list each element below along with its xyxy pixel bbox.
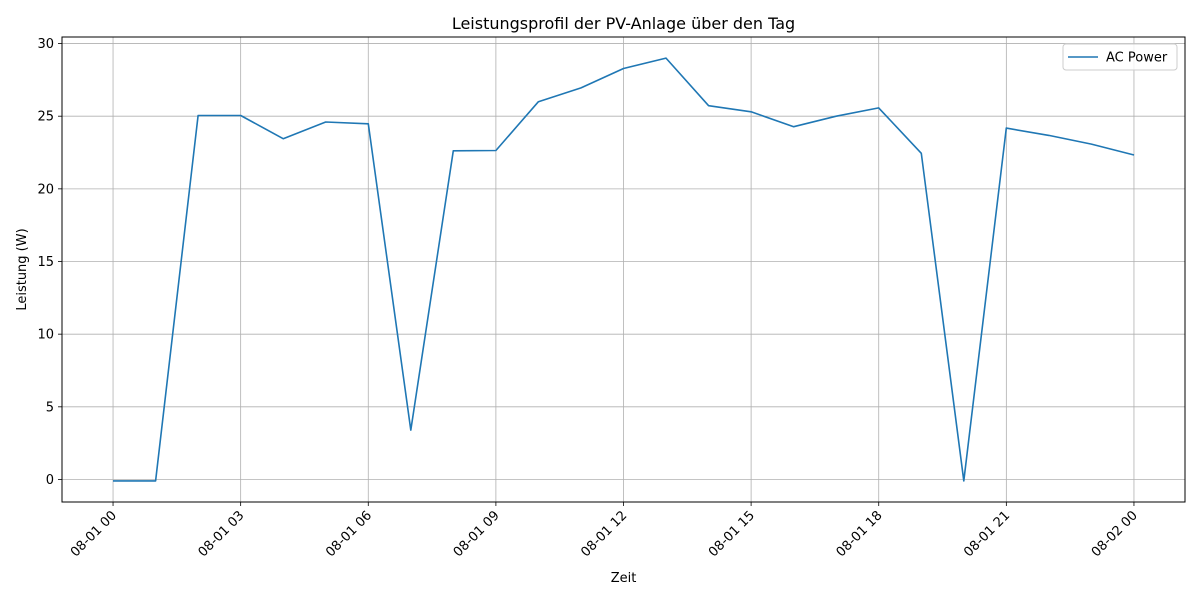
legend-label: AC Power: [1106, 51, 1168, 66]
y-tick-label: 30: [37, 37, 54, 52]
series-layer: [113, 57, 1135, 482]
y-tick-label: 15: [37, 255, 54, 270]
y-axis-ticks: 0 5 10 15 20 25 30: [37, 37, 62, 488]
series-line-ac-power: [113, 57, 1135, 482]
y-axis-title: Leistung (W): [15, 228, 30, 310]
grid: [62, 37, 1185, 502]
y-tick-label: 5: [46, 400, 54, 415]
y-tick-label: 10: [37, 328, 54, 343]
x-axis-title: Zeit: [611, 571, 637, 586]
y-tick-label: 0: [46, 473, 54, 488]
legend-box: [1062, 43, 1178, 71]
y-tick-label: 25: [37, 110, 54, 125]
legend: AC Power: [1062, 43, 1178, 71]
y-tick-label: 20: [37, 182, 54, 197]
chart-title: Leistungsprofil der PV-Anlage über den T…: [452, 14, 795, 33]
